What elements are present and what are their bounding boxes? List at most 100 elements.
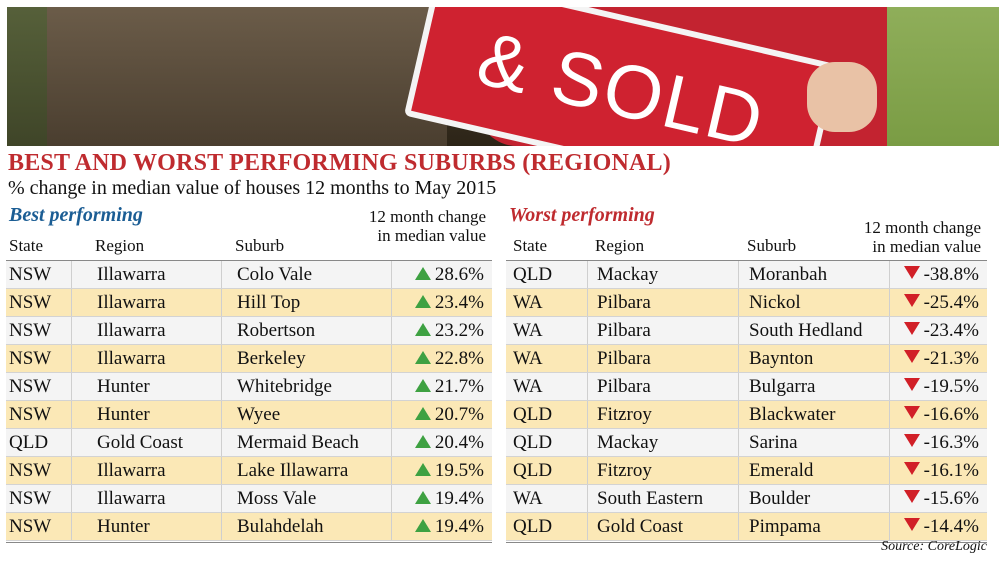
cell-suburb: Boulder: [749, 488, 811, 509]
best-table-body: NSW Illawarra Colo Vale 28.6% NSW Illawarra Hi…: [6, 260, 492, 543]
cell-change: 19.4%: [414, 513, 484, 540]
down-arrow-icon: [903, 322, 920, 335]
change-value: -16.3%: [923, 432, 979, 453]
cell-change: 28.6%: [414, 261, 484, 288]
change-value: 19.5%: [434, 460, 484, 481]
cell-suburb: Robertson: [237, 320, 316, 341]
cell-region: Pilbara: [597, 320, 651, 341]
header-photo: & SOLD: [7, 7, 999, 146]
column-divider: [391, 429, 392, 456]
down-arrow-icon: [903, 378, 920, 391]
column-divider: [221, 261, 222, 288]
page-subtitle: % change in median value of houses 12 mo…: [8, 177, 497, 199]
table-row: QLD Mackay Moranbah -38.8%: [506, 261, 987, 289]
table-row: NSW Hunter Bulahdelah 19.4%: [6, 513, 492, 541]
best-performing-panel: Best performing State Region Suburb 12 m…: [6, 204, 492, 543]
cell-region: Gold Coast: [97, 432, 184, 453]
cell-change: -38.8%: [903, 261, 979, 288]
column-divider: [587, 289, 588, 316]
column-divider: [391, 513, 392, 540]
column-divider: [738, 401, 739, 428]
cell-state: NSW: [9, 488, 52, 509]
column-divider: [221, 429, 222, 456]
cell-region: Hunter: [97, 376, 150, 397]
column-divider: [221, 317, 222, 344]
cell-region: Fitzroy: [597, 404, 652, 425]
table-row: NSW Illawarra Lake Illawarra 19.5%: [6, 457, 492, 485]
cell-state: NSW: [9, 292, 52, 313]
change-value: 21.7%: [434, 376, 484, 397]
cell-state: NSW: [9, 516, 52, 537]
cell-change: 20.7%: [414, 401, 484, 428]
cell-region: Gold Coast: [597, 516, 684, 537]
column-divider: [71, 261, 72, 288]
table-row: QLD Gold Coast Mermaid Beach 20.4%: [6, 429, 492, 457]
col-header-change: 12 month change in median value: [326, 207, 486, 245]
column-divider: [587, 373, 588, 400]
best-performing-title: Best performing: [9, 204, 143, 226]
table-row: NSW Illawarra Berkeley 22.8%: [6, 345, 492, 373]
photo-stone-house: [47, 7, 447, 146]
table-bottom-rule: [6, 542, 492, 543]
cell-change: -23.4%: [903, 317, 979, 344]
change-value: -16.1%: [923, 460, 979, 481]
down-arrow-icon: [903, 462, 920, 475]
change-value: 23.2%: [434, 320, 484, 341]
column-divider: [738, 513, 739, 540]
cell-state: WA: [513, 292, 543, 313]
cell-suburb: Pimpama: [749, 516, 821, 537]
cell-state: NSW: [9, 404, 52, 425]
cell-region: Illawarra: [97, 292, 166, 313]
column-divider: [587, 457, 588, 484]
cell-change: -16.1%: [903, 457, 979, 484]
cell-suburb: Moss Vale: [237, 488, 317, 509]
column-divider: [71, 317, 72, 344]
table-row: WA Pilbara Bulgarra -19.5%: [506, 373, 987, 401]
cell-change: -21.3%: [903, 345, 979, 372]
cell-change: -25.4%: [903, 289, 979, 316]
change-value: 20.7%: [434, 404, 484, 425]
cell-region: Hunter: [97, 516, 150, 537]
column-divider: [221, 401, 222, 428]
col-header-region: Region: [595, 236, 645, 255]
table-row: WA Pilbara South Hedland -23.4%: [506, 317, 987, 345]
cell-region: South Eastern: [597, 488, 704, 509]
column-divider: [738, 485, 739, 512]
column-divider: [221, 457, 222, 484]
column-divider: [71, 513, 72, 540]
change-value: -25.4%: [923, 292, 979, 313]
worst-performing-panel: Worst performing State Region Suburb 12 …: [506, 204, 987, 543]
worst-table-body: QLD Mackay Moranbah -38.8% WA Pilbara Nickol -2…: [506, 260, 987, 543]
column-divider: [71, 345, 72, 372]
col-header-change: 12 month change in median value: [821, 218, 981, 256]
table-row: WA Pilbara Baynton -21.3%: [506, 345, 987, 373]
column-divider: [71, 457, 72, 484]
change-value: -19.5%: [923, 376, 979, 397]
col-header-state: State: [9, 236, 43, 255]
table-row: QLD Mackay Sarina -16.3%: [506, 429, 987, 457]
up-arrow-icon: [414, 463, 431, 476]
cell-suburb: Emerald: [749, 460, 814, 481]
cell-suburb: Colo Vale: [237, 264, 313, 285]
change-value: 28.6%: [434, 264, 484, 285]
column-divider: [221, 485, 222, 512]
table-row: WA Pilbara Nickol -25.4%: [506, 289, 987, 317]
cell-suburb: Sarina: [749, 432, 798, 453]
column-divider: [391, 345, 392, 372]
table-row: NSW Illawarra Robertson 23.2%: [6, 317, 492, 345]
change-value: -14.4%: [923, 516, 979, 537]
table-row: NSW Illawarra Colo Vale 28.6%: [6, 261, 492, 289]
up-arrow-icon: [414, 519, 431, 532]
change-value: -16.6%: [923, 404, 979, 425]
table-row: NSW Hunter Wyee 20.7%: [6, 401, 492, 429]
column-divider: [889, 317, 890, 344]
column-divider: [889, 401, 890, 428]
column-divider: [738, 345, 739, 372]
down-arrow-icon: [903, 518, 920, 531]
up-arrow-icon: [414, 407, 431, 420]
table-row: QLD Fitzroy Emerald -16.1%: [506, 457, 987, 485]
cell-region: Pilbara: [597, 348, 651, 369]
col-header-change-line2: in median value: [377, 226, 486, 245]
col-header-change-line2: in median value: [872, 237, 981, 256]
col-header-state: State: [513, 236, 547, 255]
